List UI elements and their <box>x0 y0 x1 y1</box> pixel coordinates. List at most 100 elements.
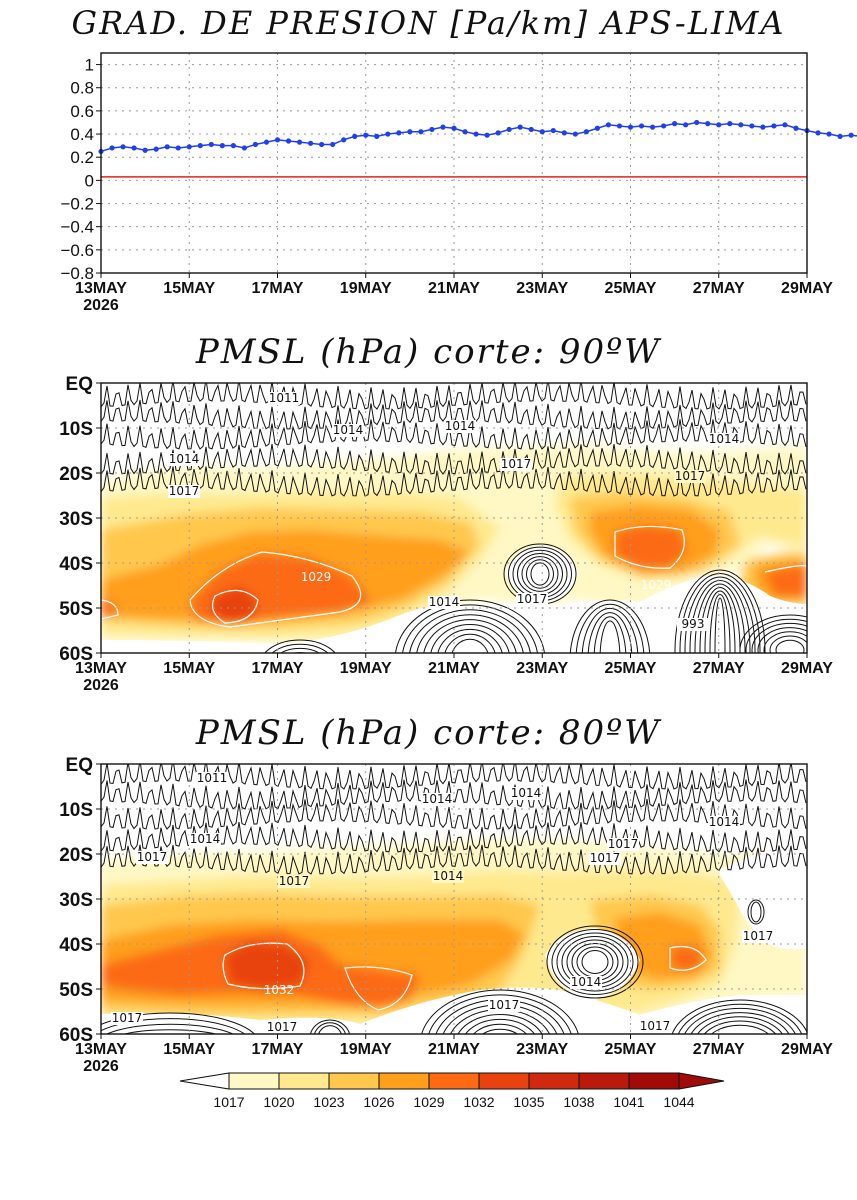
x-tick-label: 15MAY <box>163 660 215 677</box>
data-point <box>396 130 402 136</box>
lat-tick-label: 20S <box>59 845 93 866</box>
data-point <box>815 130 821 136</box>
data-point <box>341 137 347 143</box>
contour-label-background <box>677 618 709 631</box>
chart-title-pmsl-90w: PMSL (hPa) corte: 90ºW <box>195 332 662 372</box>
contour-label: 1017 <box>640 1019 671 1033</box>
contour-label-background <box>510 787 542 800</box>
data-point <box>296 139 303 145</box>
contour-line <box>106 1023 234 1034</box>
line-chart-frame <box>100 52 808 274</box>
x-tick-label: 17MAY <box>252 660 304 677</box>
data-point <box>539 129 545 135</box>
x-tick-label: 21MAY <box>428 660 480 677</box>
data-point <box>418 129 424 135</box>
line-chart-grid <box>101 53 807 274</box>
x-tick-label: 25MAY <box>605 280 657 297</box>
data-point <box>627 124 634 130</box>
colorbar-segment <box>378 1072 430 1090</box>
contour-fill-1032 <box>210 586 258 622</box>
line-chart-panel: 1 0.8 0.6 0.4 0.2 0 −0.2 −0.4 −0.6 −0.8 13MAY 15MA… <box>60 52 857 314</box>
y-tick-label: 0.8 <box>70 79 94 98</box>
y-tick-label: 0 <box>85 171 94 190</box>
lat-tick-label: 50S <box>59 980 93 1001</box>
contour-label: 1017 <box>267 1020 298 1034</box>
colorbar-tick-label: 1038 <box>563 1094 594 1110</box>
contour-line <box>546 925 644 999</box>
contour-line <box>556 932 634 992</box>
colorbar-segment <box>528 1072 580 1090</box>
colorbar-segment <box>228 1072 280 1090</box>
y-tick-label: 0.6 <box>70 102 94 121</box>
x-tick-label: 15MAY <box>163 280 215 297</box>
colorbar-tick-label: 1035 <box>513 1094 544 1110</box>
colorbar-segment <box>628 1072 680 1090</box>
data-point <box>760 124 766 130</box>
contour-label: 1029 <box>301 570 332 584</box>
lat-axis-90w: EQ 10S 20S 30S 40S 50S 60S <box>59 374 101 665</box>
colorbar-segment <box>578 1072 630 1090</box>
data-point <box>484 132 490 138</box>
contour-fill-1029-east <box>615 525 688 568</box>
x-tick-label: 19MAY <box>340 660 392 677</box>
x-tick-label: 27MAY <box>693 280 745 297</box>
x-axis-year-label: 2026 <box>83 297 119 314</box>
data-point <box>462 129 468 135</box>
colorbar-tick-label: 1044 <box>663 1094 694 1110</box>
contour-line <box>264 639 336 653</box>
colorbar-segment <box>428 1072 480 1090</box>
contour-line <box>581 607 639 653</box>
chart-title-pressure-gradient: GRAD. DE PRESION [Pa/km] APS-LIMA <box>71 4 786 42</box>
data-point <box>374 133 380 139</box>
contour-line <box>409 609 531 653</box>
contour-line <box>757 627 807 653</box>
data-point <box>230 143 236 149</box>
contour-line <box>689 580 751 653</box>
lat-tick-label: 30S <box>59 509 93 530</box>
contour-label-background <box>708 433 740 446</box>
contour-label-background <box>266 1021 298 1034</box>
lat-grid-80w <box>101 764 807 1034</box>
contour-line <box>775 639 805 653</box>
series-points <box>98 119 854 155</box>
contour-line <box>416 614 524 653</box>
contour-line <box>739 614 807 653</box>
contour-label-background <box>500 458 532 471</box>
data-point <box>407 129 413 135</box>
contour-label: 1014 <box>169 452 200 466</box>
x-tick-label: 17MAY <box>252 1041 304 1058</box>
data-point <box>672 121 678 127</box>
contour-line <box>279 647 321 653</box>
contour-label: 1017 <box>608 837 639 851</box>
contour-label-background <box>189 833 221 846</box>
data-point <box>429 126 435 133</box>
contour-label: 1017 <box>590 851 621 865</box>
data-point <box>352 133 358 139</box>
contour-line <box>421 989 579 1034</box>
data-point <box>330 141 336 148</box>
data-point <box>705 121 711 127</box>
contour-label-background <box>136 851 168 864</box>
contour-label: 993 <box>682 617 705 631</box>
contour-line <box>318 1025 342 1034</box>
contour-label-background <box>278 875 310 888</box>
contour-line <box>526 559 554 589</box>
data-point <box>683 122 689 128</box>
colorbar-tick-label: 1041 <box>613 1094 644 1110</box>
contour-label-background <box>268 392 300 405</box>
data-point <box>307 140 314 146</box>
contour-lines-south-80w <box>101 899 807 1034</box>
data-point <box>142 147 148 153</box>
colorbar-tick-label: 1020 <box>263 1094 294 1110</box>
contour-line <box>101 466 807 497</box>
data-point <box>550 127 556 134</box>
data-point <box>605 122 612 128</box>
colorbar-segment <box>328 1072 380 1090</box>
contour-lines-high-80w <box>222 942 707 1011</box>
time-axis-90w: 13MAY 15MAY 17MAY 19MAY 21MAY 23MAY 25MAY 27MAY… <box>75 653 833 694</box>
data-point <box>319 141 325 148</box>
lat-tick-label: 60S <box>59 644 93 665</box>
contour-line <box>395 599 545 653</box>
contour-label: 1017 <box>675 469 706 483</box>
contour-label: 1017 <box>169 484 200 498</box>
